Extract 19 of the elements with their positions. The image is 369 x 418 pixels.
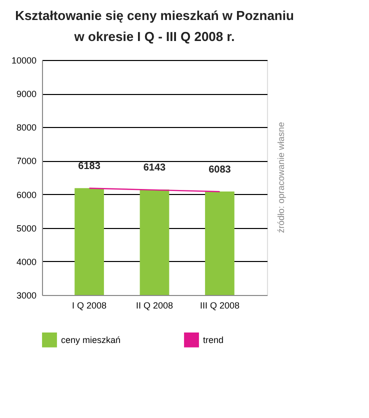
legend-label: trend (203, 334, 224, 345)
y-tick-label: 8000 (16, 122, 36, 133)
y-tick-label: 10000 (11, 56, 36, 66)
y-tick-label: 7000 (16, 156, 36, 166)
y-tick-label: 9000 (16, 89, 36, 100)
chart-subtitle: w okresie I Q - III Q 2008 r. (73, 29, 235, 44)
data-label: 6083 (208, 164, 232, 176)
x-tick-label: I Q 2008 (72, 300, 107, 310)
x-tick-label: III Q 2008 (200, 300, 240, 310)
y-tick-label: 4000 (16, 256, 36, 267)
text: źródło: opracowanie własne (276, 122, 286, 234)
legend-label: ceny mieszkań (61, 334, 121, 345)
y-tick-label: 5000 (16, 223, 36, 234)
chart-title: Kształtowanie się ceny mieszkań w Poznaniu (15, 8, 294, 23)
y-tick-label: 6000 (16, 190, 36, 200)
y-tick-label: 3000 (16, 290, 36, 300)
x-tick-label: II Q 2008 (136, 300, 174, 310)
data-label: 6143 (143, 162, 166, 174)
data-label: 6183 (78, 161, 101, 172)
